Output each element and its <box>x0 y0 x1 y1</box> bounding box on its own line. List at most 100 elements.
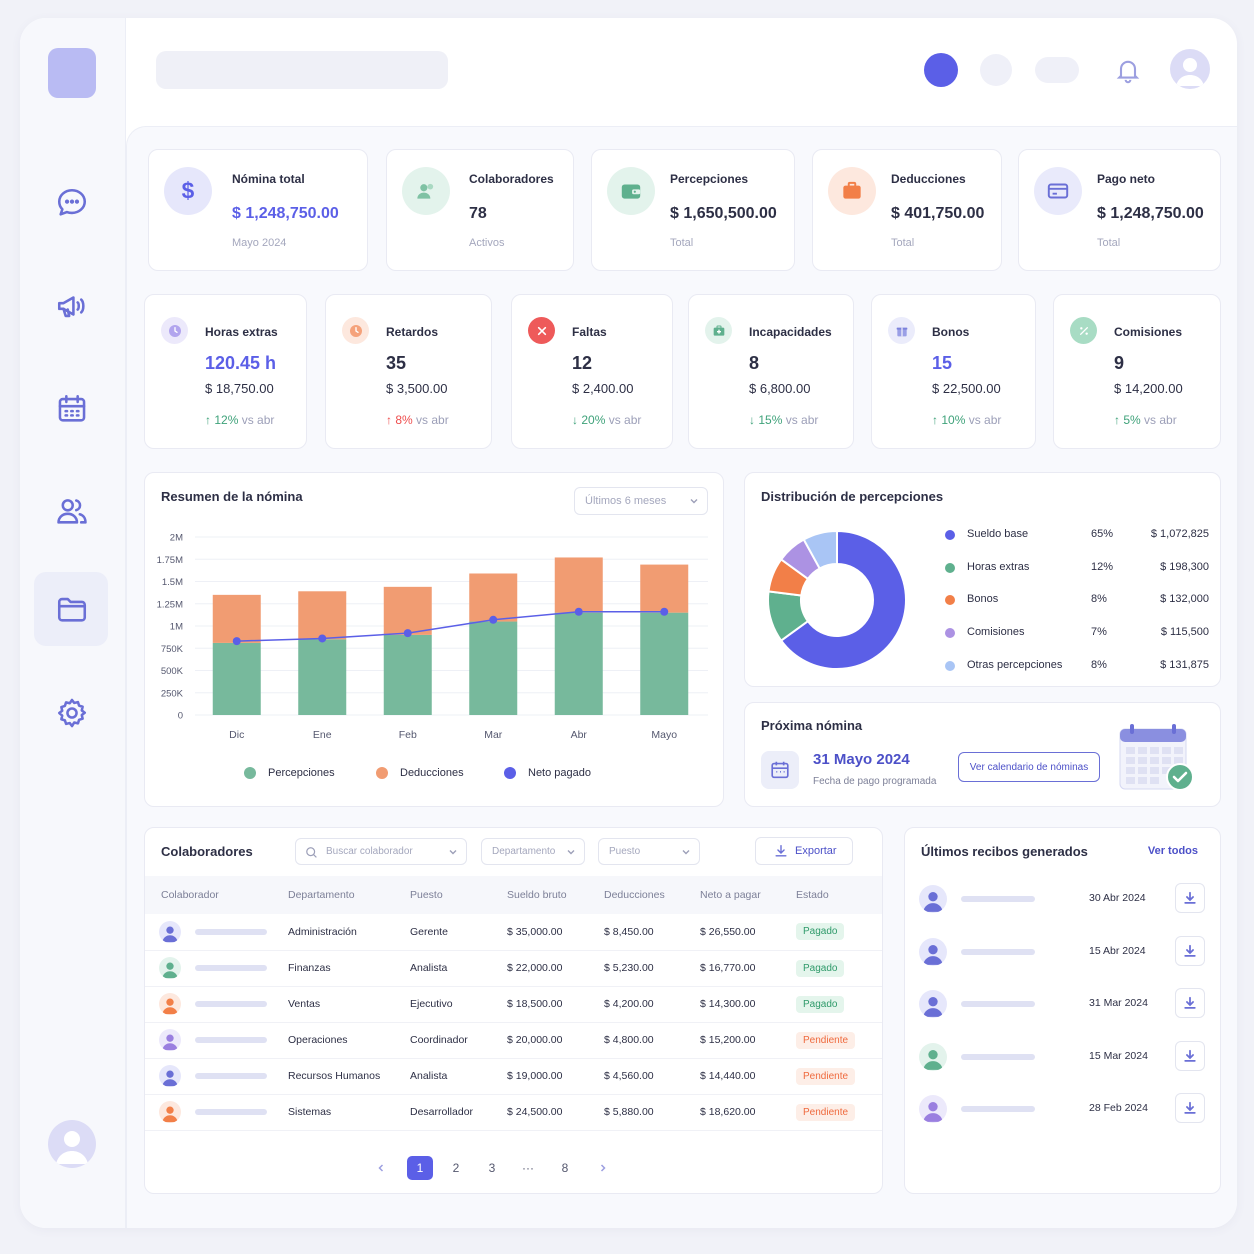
export-button[interactable]: Exportar <box>755 837 853 865</box>
page-button[interactable]: 3 <box>488 1161 496 1175</box>
page-button[interactable]: 2 <box>452 1161 460 1175</box>
download-icon[interactable] <box>1175 1093 1205 1123</box>
profile-avatar[interactable] <box>1170 49 1210 89</box>
page-button[interactable]: 1 <box>407 1156 433 1180</box>
pill-button[interactable] <box>1035 57 1079 83</box>
bar-deducciones[interactable] <box>640 564 689 613</box>
kpi-card-deducciones[interactable]: Deducciones $ 401,750.00 Total <box>812 149 1002 271</box>
megaphone-icon[interactable] <box>47 281 97 331</box>
folder-icon[interactable] <box>47 584 97 634</box>
bell-icon[interactable] <box>1110 52 1146 88</box>
column-header[interactable]: Colaborador <box>145 876 288 914</box>
stat-trend: ↑ 8% vs abr <box>386 413 449 427</box>
gear-icon[interactable] <box>47 688 97 738</box>
kpi-value: $ 401,750.00 <box>891 205 985 222</box>
deductions-cell: $ 5,230.00 <box>604 950 700 987</box>
stat-trend: ↓ 20% vs abr <box>572 413 641 427</box>
bar-percepciones[interactable] <box>469 621 518 715</box>
department-select[interactable]: Departamento <box>481 838 585 865</box>
view-calendar-button[interactable]: Ver calendario de nóminas <box>958 752 1100 782</box>
page-button[interactable]: ··· <box>522 1161 534 1175</box>
net-cell: $ 26,550.00 <box>700 914 796 951</box>
chevron-down-icon <box>567 849 575 854</box>
bar-deducciones[interactable] <box>469 573 518 622</box>
kpi-card-pago-neto[interactable]: Pago neto $ 1,248,750.00 Total <box>1018 149 1221 271</box>
donut-slice[interactable] <box>779 529 907 670</box>
role-select[interactable]: Puesto <box>598 838 700 865</box>
stat-card-incapacidades[interactable]: Incapacidades 8 $ 6,800.00 ↓ 15% vs abr <box>688 294 854 449</box>
legend-amount: $ 198,300 <box>1160 560 1209 573</box>
column-header[interactable]: Departamento <box>288 876 410 914</box>
bar-percepciones[interactable] <box>298 639 347 715</box>
bar-deducciones[interactable] <box>212 594 261 643</box>
line-point[interactable] <box>318 634 327 643</box>
range-select[interactable]: Últimos 6 meses <box>574 487 708 515</box>
table-row[interactable]: Sistemas Desarrollador $ 24,500.00 $ 5,880.… <box>145 1094 882 1131</box>
stat-trend: ↓ 15% vs abr <box>749 413 818 427</box>
line-point[interactable] <box>660 607 669 616</box>
stat-card-faltas[interactable]: Faltas 12 $ 2,400.00 ↓ 20% vs abr <box>511 294 673 449</box>
receipt-item[interactable]: 30 Abr 2024 <box>919 883 1209 915</box>
table-row[interactable]: Ventas Ejecutivo $ 18,500.00 $ 4,200.00 $ 14… <box>145 986 882 1023</box>
bar-deducciones[interactable] <box>298 591 347 640</box>
bar-percepciones[interactable] <box>640 612 689 715</box>
line-point[interactable] <box>232 637 241 646</box>
download-icon[interactable] <box>1175 988 1205 1018</box>
search-bar[interactable] <box>156 51 448 89</box>
bar-percepciones[interactable] <box>212 642 261 715</box>
app-logo[interactable] <box>48 48 96 98</box>
download-icon[interactable] <box>1175 1040 1205 1071</box>
table-row[interactable]: Administración Gerente $ 35,000.00 $ 8,450.… <box>145 914 882 951</box>
chevron-left-icon[interactable] <box>368 1156 394 1180</box>
table-row[interactable]: Finanzas Analista $ 22,000.00 $ 5,230.00 $ 1… <box>145 950 882 987</box>
payroll-bar-chart: 0 250K 500K 750K 1M 1.25M 1.5M 1.75M 2M Dic Ene Feb… <box>157 533 708 741</box>
secondary-dot-button[interactable] <box>980 54 1012 86</box>
arrow-up-icon: ↑ <box>1114 413 1124 427</box>
donut-slice[interactable] <box>802 529 838 570</box>
bar-percepciones[interactable] <box>383 634 432 715</box>
line-point[interactable] <box>489 615 498 624</box>
legend-dot <box>945 562 955 573</box>
bar-percepciones[interactable] <box>554 612 603 715</box>
column-header[interactable]: Sueldo bruto <box>507 876 604 914</box>
status-badge: Pagado <box>796 923 845 941</box>
receipt-item[interactable]: 15 Mar 2024 <box>919 1040 1209 1073</box>
primary-dot-button[interactable] <box>924 53 958 87</box>
table-row[interactable]: Operaciones Coordinador $ 20,000.00 $ 4,800… <box>145 1022 882 1059</box>
chevron-right-icon[interactable] <box>590 1156 616 1180</box>
view-all-link[interactable]: Ver todos <box>1147 845 1198 857</box>
download-icon[interactable] <box>1175 883 1205 913</box>
receipt-item[interactable]: 15 Abr 2024 <box>919 935 1209 968</box>
table-row[interactable]: Recursos Humanos Analista $ 19,000.00 $ 4,5… <box>145 1058 882 1095</box>
column-header[interactable]: Neto a pagar <box>700 876 796 914</box>
stat-card-retardos[interactable]: Retardos 35 $ 3,500.00 ↑ 8% vs abr <box>325 294 492 449</box>
y-tick-label: 2M <box>170 533 183 544</box>
department-cell: Administración <box>288 914 410 951</box>
messages-icon[interactable] <box>47 178 97 228</box>
stat-amount: $ 22,500.00 <box>932 381 1001 396</box>
receipt-item[interactable]: 28 Feb 2024 <box>919 1093 1209 1125</box>
kpi-card-percepciones[interactable]: Percepciones $ 1,650,500.00 Total <box>591 149 795 271</box>
receipt-item[interactable]: 31 Mar 2024 <box>919 988 1209 1020</box>
legend-name: Comisiones <box>967 626 1025 639</box>
calendar-icon[interactable] <box>47 384 97 434</box>
kpi-card-colaboradores[interactable]: Colaboradores 78 Activos <box>386 149 574 271</box>
stat-card-bonos[interactable]: Bonos 15 $ 22,500.00 ↑ 10% vs abr <box>871 294 1036 449</box>
page-button[interactable]: 8 <box>561 1161 569 1175</box>
user-avatar[interactable] <box>48 1120 96 1168</box>
bar-deducciones[interactable] <box>383 586 432 635</box>
line-point[interactable] <box>574 607 583 616</box>
collaborator-search-input[interactable]: Buscar colaborador <box>295 838 467 865</box>
column-header[interactable]: Deducciones <box>604 876 700 914</box>
chevron-down-icon <box>682 849 690 854</box>
download-icon[interactable] <box>1175 935 1205 966</box>
users-icon[interactable] <box>47 486 97 536</box>
line-point[interactable] <box>403 629 412 638</box>
stat-card-comisiones[interactable]: Comisiones 9 $ 14,200.00 ↑ 5% vs abr <box>1053 294 1221 449</box>
column-header[interactable]: Estado <box>796 876 882 914</box>
stat-card-horas-extras[interactable]: Horas extras 120.45 h $ 18,750.00 ↑ 12% … <box>144 294 307 449</box>
bar-deducciones[interactable] <box>554 557 603 613</box>
column-header[interactable]: Puesto <box>410 876 507 914</box>
wallet-icon <box>607 167 655 215</box>
kpi-card-nomina[interactable]: $ Nómina total $ 1,248,750.00 Mayo 2024 <box>148 149 368 271</box>
